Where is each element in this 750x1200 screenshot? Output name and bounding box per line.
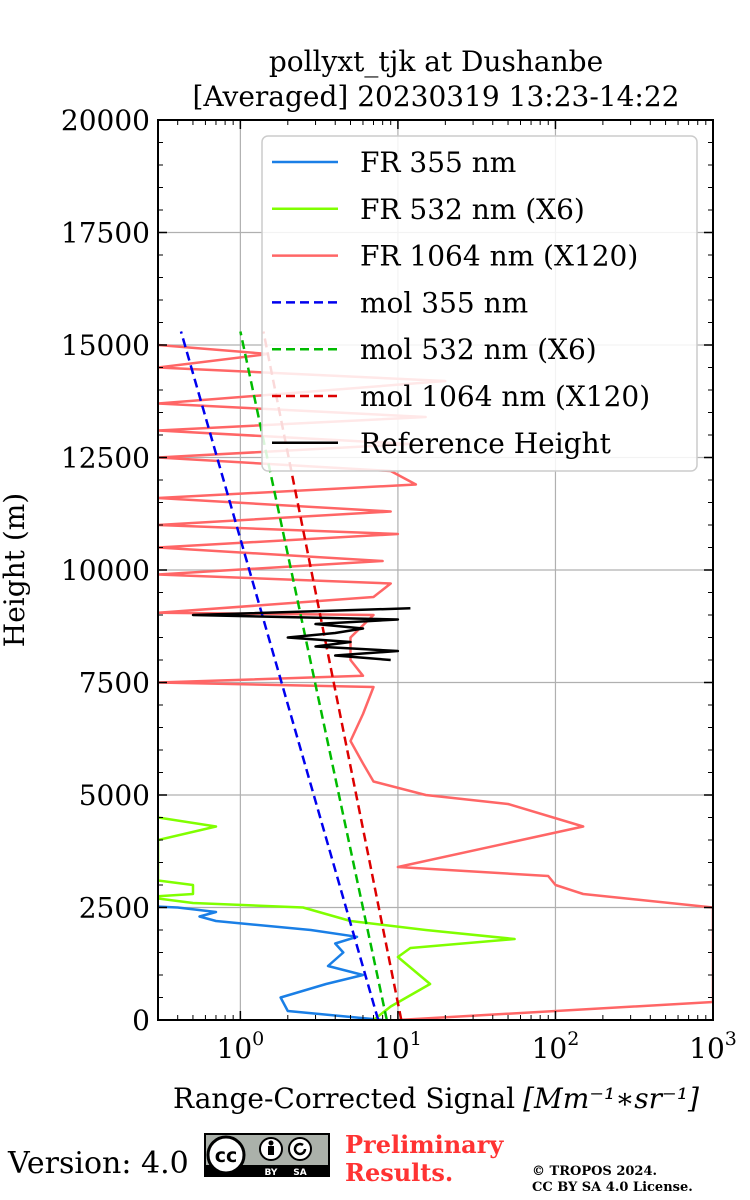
y-axis-label: Height (m) <box>0 493 31 647</box>
y-tick-label: 2500 <box>79 892 150 925</box>
x-tick-exponent: 2 <box>567 1028 579 1050</box>
legend-label-1: FR 355 nm <box>360 146 516 179</box>
legend-box <box>261 135 698 472</box>
chart-title: pollyxt_tjk at Dushanbe <box>269 45 603 78</box>
x-axis-label-text: Range-Corrected Signal <box>173 1082 515 1115</box>
y-tick-label: 10000 <box>61 554 150 587</box>
axis-labels: 100 101 102 1030250050007500100001250015000… <box>61 104 737 1065</box>
y-tick-label: 0 <box>132 1004 150 1037</box>
by-text: BY <box>265 1168 278 1177</box>
x-axis-label: Range-Corrected Signal [Mm⁻¹∗sr⁻¹] <box>173 1082 699 1115</box>
chart-svg: pollyxt_tjk at Dushanbe [Averaged] 20230… <box>0 45 737 1115</box>
x-tick-exponent: 0 <box>252 1028 264 1050</box>
preliminary-line-2: Results. <box>345 1158 454 1187</box>
copyright-line-2: CC BY SA 4.0 License. <box>532 1180 693 1195</box>
axis-ticks <box>157 119 714 1021</box>
series-line-4 <box>179 331 380 1020</box>
series-line-5 <box>239 331 389 1020</box>
legend-label-2: FR 532 nm (X6) <box>360 193 585 226</box>
version-label: Version: 4.0 <box>8 1146 189 1181</box>
copyright-line-1: © TROPOS 2024. <box>532 1164 658 1179</box>
legend-label-5: mol 532 nm (X6) <box>360 333 597 366</box>
x-tick-exponent: 3 <box>725 1028 737 1050</box>
x-tick-label: 103 <box>689 1028 737 1065</box>
x-axis-label-units: [Mm⁻¹∗sr⁻¹] <box>523 1082 699 1115</box>
legend: FR 355 nm FR 532 nm (X6) FR 1064 nm (X120)… <box>261 135 698 472</box>
y-tick-label: 20000 <box>61 104 150 137</box>
preliminary-results-label: Preliminary Results. <box>345 1131 503 1187</box>
cc-by-sa-badge: cc BY SA <box>204 1133 330 1177</box>
legend-label-7: Reference Height <box>360 427 612 460</box>
copyright-notice: © TROPOS 2024. CC BY SA 4.0 License. <box>532 1164 693 1196</box>
series-line-1 <box>158 905 383 1020</box>
x-tick-base: 10 <box>217 1032 253 1065</box>
x-tick-label: 101 <box>374 1028 422 1065</box>
y-tick-label: 5000 <box>79 779 150 812</box>
x-tick-base: 10 <box>532 1032 568 1065</box>
x-tick-label: 102 <box>532 1028 580 1065</box>
chart-subtitle: [Averaged] 20230319 13:23-14:22 <box>193 80 680 113</box>
cc-text: cc <box>215 1145 238 1167</box>
y-tick-label: 15000 <box>61 329 150 362</box>
legend-label-4: mol 355 nm <box>360 286 528 319</box>
x-tick-base: 10 <box>374 1032 410 1065</box>
x-tick-base: 10 <box>689 1032 725 1065</box>
y-tick-label: 17500 <box>61 217 150 250</box>
sa-text: SA <box>293 1168 306 1177</box>
series-line-7 <box>191 607 411 662</box>
y-tick-label: 7500 <box>79 667 150 700</box>
x-tick-label: 100 <box>217 1028 265 1065</box>
series-line-2 <box>158 816 516 1020</box>
preliminary-line-1: Preliminary <box>345 1130 504 1159</box>
legend-label-3: FR 1064 nm (X120) <box>360 240 638 273</box>
series-line-6 <box>262 331 403 1020</box>
x-tick-exponent: 1 <box>410 1028 422 1050</box>
legend-label-6: mol 1064 nm (X120) <box>360 380 650 413</box>
y-tick-label: 12500 <box>61 442 150 475</box>
